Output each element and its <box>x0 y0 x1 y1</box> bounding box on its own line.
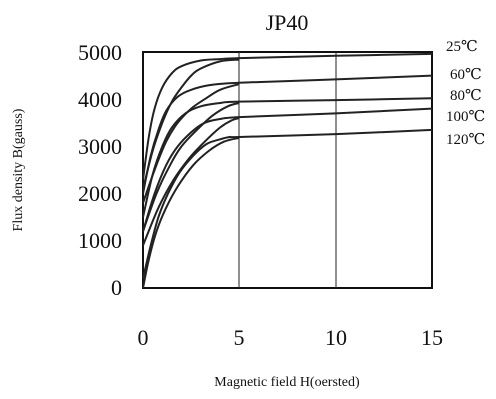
legend: 25℃ 60℃ 80℃ 100℃ 120℃ <box>446 39 485 148</box>
y-tick-label: 4000 <box>78 87 122 112</box>
grid-lines <box>238 52 337 288</box>
x-tick-label: 15 <box>421 325 443 350</box>
legend-label-25: 25℃ <box>446 39 478 55</box>
x-tick-label: 10 <box>325 325 347 350</box>
x-tick-label: 0 <box>138 325 149 350</box>
legend-label-80: 80℃ <box>450 88 482 104</box>
x-axis-label: Magnetic field H(oersted) <box>214 375 360 390</box>
y-tick-label: 2000 <box>78 181 122 206</box>
series-line-4-lower <box>142 136 240 289</box>
series-line-0-upper <box>142 52 433 180</box>
series-line-1-upper <box>142 74 433 194</box>
x-tick-labels: 0 5 10 15 <box>138 325 444 350</box>
y-tick-label: 3000 <box>78 134 122 159</box>
y-tick-label: 0 <box>111 275 122 300</box>
series-line-3-upper <box>142 107 433 232</box>
chart-title: JP40 <box>266 10 309 35</box>
series-layer <box>142 52 433 289</box>
y-tick-labels: 0 1000 2000 3000 4000 5000 <box>78 40 122 300</box>
series-line-3-lower <box>142 117 240 246</box>
x-tick-label: 5 <box>234 325 245 350</box>
legend-label-120: 120℃ <box>446 132 485 148</box>
y-tick-label: 1000 <box>78 228 122 253</box>
series-line-2-lower <box>142 102 240 232</box>
y-axis-label: Flux density B(gauss) <box>11 108 26 231</box>
series-line-2-upper <box>142 97 433 218</box>
series-line-4-upper <box>142 128 433 279</box>
plot-frame <box>142 51 433 289</box>
legend-label-60: 60℃ <box>450 67 482 83</box>
y-tick-label: 5000 <box>78 40 122 65</box>
legend-label-100: 100℃ <box>446 109 485 125</box>
